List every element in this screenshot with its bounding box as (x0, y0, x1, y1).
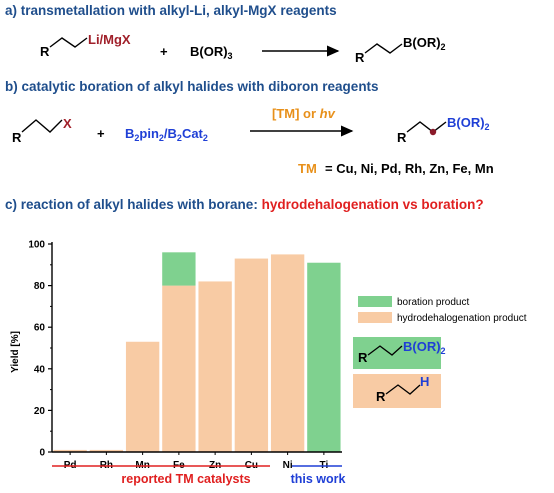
scheme-a-plus: + (160, 44, 168, 59)
hydro-structure-h: H (420, 374, 429, 389)
x-tick-label: Ni (283, 460, 293, 471)
scheme-b-tm-list: = Cu, Ni, Pd, Rh, Zn, Fe, Mn (325, 161, 494, 176)
bar-rh-hydro (89, 449, 124, 452)
boration-structure-r: R (358, 350, 368, 365)
header-c-question: hydrodehalogenation vs boration? (261, 197, 484, 212)
scheme-b-plus: + (97, 126, 105, 141)
scheme-a-product-boron: B(OR)2 (403, 35, 446, 52)
bar-ni-hydro (270, 254, 305, 452)
legend-label-hydro: hydrodehalogenation product (397, 313, 527, 324)
boration-structure-boron: B(OR)2 (403, 339, 446, 356)
scheme-a-chain (49, 37, 88, 48)
y-tick-label: 100 (28, 240, 45, 251)
scheme-b-product-r: R (397, 130, 407, 145)
group-label-this-work: this work (291, 472, 346, 486)
yield-chart: 020406080100PdRhMnFeZnCuNiTi Yield [%] r… (10, 240, 527, 487)
scheme-b-chain (21, 119, 63, 133)
scheme-b-halide: X (63, 116, 72, 131)
hydro-structure-box (353, 374, 441, 408)
y-tick-label: 80 (34, 281, 46, 292)
reaction-schemes: R Li/MgX + B(OR)3 R B(OR)2 R X + B2pin2/… (12, 32, 494, 176)
bar-fe-boration (162, 252, 196, 286)
boration-structure-chain (367, 345, 403, 356)
scheme-a-product-chain (364, 43, 403, 54)
scheme-b-product-chain (406, 121, 447, 133)
header-b: b) catalytic boration of alkyl halides w… (5, 79, 379, 94)
bar-ti-boration (307, 262, 341, 452)
hydro-structure-chain (385, 384, 421, 395)
scheme-a-product-r: R (355, 50, 365, 65)
scheme-a-metal: Li/MgX (88, 32, 131, 47)
y-tick-label: 60 (34, 323, 46, 334)
header-c-prefix: c) reaction of alkyl halides with borane… (5, 197, 258, 212)
legend-structure-hydro: R H (353, 374, 441, 408)
scheme-b-condition: [TM] or hv (272, 106, 336, 121)
legend-label-boration: boration product (397, 297, 469, 308)
legend-swatch-hydro (358, 312, 392, 323)
hydro-structure-r: R (376, 389, 386, 404)
boration-structure-box (353, 337, 441, 369)
scheme-b-tm-label: TM (298, 161, 317, 176)
legend-structure-boration: R B(OR)2 (353, 337, 446, 369)
scheme-b-product-boron: B(OR)2 (447, 115, 490, 132)
scheme-b: R X + B2pin2/B2Cat2 [TM] or hv R B(OR)2 … (12, 106, 494, 176)
bar-fe-hydro (162, 285, 196, 452)
chart-bars (53, 252, 341, 452)
scheme-a: R Li/MgX + B(OR)3 R B(OR)2 (40, 32, 446, 65)
bar-mn-hydro (125, 341, 160, 452)
header-a: a) transmetallation with alkyl-Li, alkyl… (5, 3, 337, 18)
group-label-reported: reported TM catalysts (121, 472, 250, 486)
scheme-b-reagent: B2pin2/B2Cat2 (125, 126, 208, 143)
legend-swatch-boration (358, 296, 392, 307)
scheme-a-r: R (40, 44, 50, 59)
y-tick-label: 0 (39, 448, 45, 459)
y-axis-label: Yield [%] (10, 331, 21, 373)
bar-zn-hydro (198, 281, 232, 452)
chart-legend: boration product hydrodehalogenation pro… (358, 296, 527, 324)
bar-cu-hydro (234, 258, 269, 452)
scheme-b-r: R (12, 130, 22, 145)
scheme-b-metal-dot (429, 128, 437, 136)
y-tick-label: 40 (34, 364, 46, 375)
bar-pd-hydro (53, 449, 87, 452)
y-tick-label: 20 (34, 406, 46, 417)
scheme-a-borane: B(OR)3 (190, 44, 233, 61)
header-a-text: a) transmetallation with alkyl-Li, alkyl… (5, 3, 337, 18)
header-c: c) reaction of alkyl halides with borane… (5, 197, 484, 212)
header-b-text: b) catalytic boration of alkyl halides w… (5, 79, 379, 94)
